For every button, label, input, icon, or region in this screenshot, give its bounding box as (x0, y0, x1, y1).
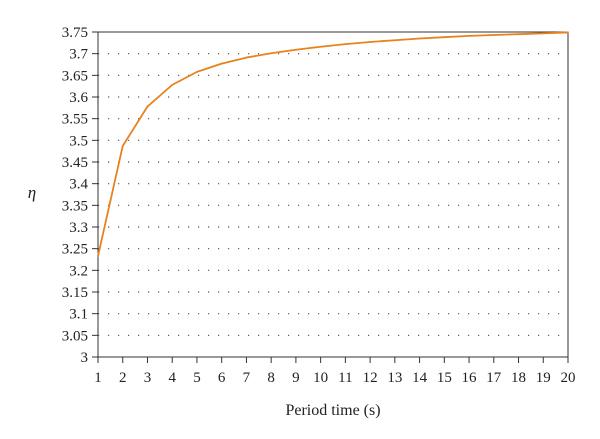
y-tick-label: 3.6 (69, 90, 88, 106)
data-point (369, 41, 372, 43)
x-tick-label: 18 (511, 370, 526, 386)
x-tick-label: 3 (144, 370, 152, 386)
data-point (443, 36, 446, 39)
y-tick-label: 3.15 (62, 285, 88, 301)
y-axis: 3.75 3.7 3.65 3.6 3.55 3.5 3.45 3.4 3.35 3.3 3.25 3… (62, 25, 98, 366)
data-point (270, 52, 273, 55)
y-tick-label: 3.5 (69, 133, 88, 149)
y-tick-label: 3.05 (62, 328, 88, 344)
data-point (294, 48, 297, 51)
data-point (344, 43, 347, 46)
data-point (196, 70, 198, 73)
data-point (542, 32, 545, 35)
y-tick-label: 3.55 (62, 112, 88, 128)
x-tick-label: 11 (338, 370, 352, 386)
data-point (97, 255, 99, 257)
data-point (418, 37, 421, 40)
data-point (220, 62, 223, 65)
data-point (121, 145, 124, 147)
x-tick-label: 1 (94, 370, 102, 386)
data-point (492, 34, 495, 36)
y-tick-label: 3.35 (62, 198, 88, 214)
x-tick-label: 7 (243, 370, 251, 386)
y-tick-label: 3.4 (69, 177, 88, 193)
data-point (468, 35, 470, 37)
y-tick-label: 3.65 (62, 68, 88, 84)
data-point (146, 105, 149, 108)
y-tick-label: 3.25 (62, 242, 88, 258)
data-point (171, 83, 174, 86)
y-axis-title: η (28, 183, 36, 202)
series-line (97, 31, 569, 257)
x-tick-label: 20 (561, 370, 576, 386)
y-tick-label: 3.1 (69, 307, 88, 323)
x-tick-label: 17 (486, 370, 502, 386)
series-layer (97, 31, 569, 257)
x-tick-label: 10 (313, 370, 328, 386)
x-tick-label: 5 (193, 370, 201, 386)
data-point (393, 39, 396, 42)
y-tick-label: 3.7 (69, 47, 88, 63)
data-point (319, 45, 322, 48)
x-tick-label: 2 (119, 370, 127, 386)
x-tick-label: 8 (267, 370, 275, 386)
x-tick-label: 4 (168, 370, 176, 386)
y-tick-label: 3.75 (62, 25, 88, 41)
data-point (567, 31, 569, 34)
x-tick-label: 9 (292, 370, 300, 386)
y-tick-label: 3 (81, 350, 89, 366)
x-axis: 1 2 3 4 5 6 7 8 9 10 11 12 13 14 15 16 17 18 19 20 (94, 357, 576, 386)
x-tick-label: 13 (387, 370, 402, 386)
x-tick-label: 14 (412, 370, 428, 386)
plot-area-frame (97, 31, 569, 358)
x-tick-label: 12 (363, 370, 378, 386)
x-tick-label: 6 (218, 370, 226, 386)
x-axis-title: Period time (s) (285, 402, 380, 419)
x-tick-label: 19 (536, 370, 551, 386)
y-tick-label: 3.45 (62, 155, 88, 171)
x-tick-label: 15 (437, 370, 452, 386)
data-point (517, 33, 520, 36)
x-tick-label: 16 (462, 370, 478, 386)
y-tick-label: 3.2 (69, 263, 88, 279)
data-point (245, 56, 248, 59)
y-tick-label: 3.3 (69, 220, 88, 236)
gridlines (98, 53, 568, 336)
